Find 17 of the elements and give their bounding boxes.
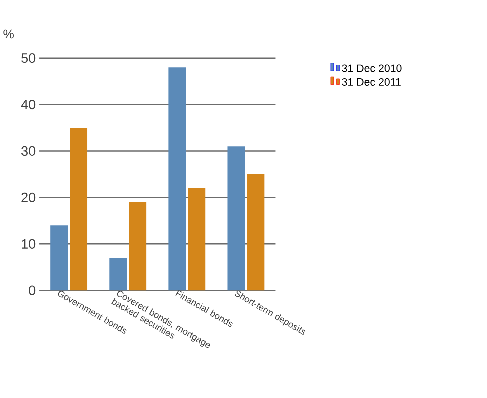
bar <box>129 202 147 291</box>
bar <box>228 146 246 291</box>
y-tick-label: 0 <box>29 286 36 296</box>
bar <box>168 68 186 291</box>
legend-label: 31 Dec 2010 <box>342 64 402 72</box>
bar <box>110 258 128 291</box>
y-tick-label: 10 <box>22 240 36 250</box>
bar <box>188 188 206 291</box>
y-axis-title: % <box>4 30 14 39</box>
legend-label: 31 Dec 2011 <box>342 78 401 86</box>
bar <box>50 226 68 291</box>
y-tick-label: 20 <box>22 193 36 203</box>
y-tick-label: 30 <box>22 146 36 156</box>
bar <box>70 128 88 291</box>
y-tick-label: 40 <box>21 100 36 110</box>
y-tick-label: 50 <box>22 54 36 64</box>
bar <box>247 174 265 291</box>
